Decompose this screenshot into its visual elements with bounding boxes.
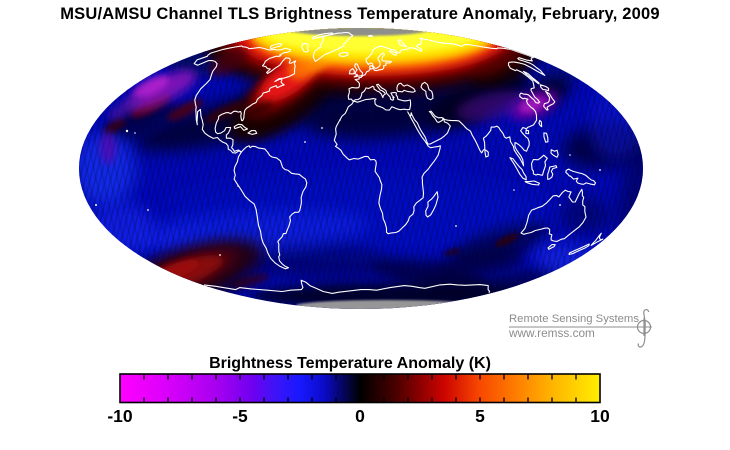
svg-text:10: 10 — [590, 406, 610, 426]
svg-text:-5: -5 — [232, 406, 248, 426]
svg-text:-10: -10 — [107, 406, 133, 426]
svg-text:Brightness Temperature Anomaly: Brightness Temperature Anomaly (K) — [209, 355, 491, 372]
svg-text:0: 0 — [355, 406, 365, 426]
svg-text:Remote Sensing Systems: Remote Sensing Systems — [509, 313, 639, 325]
svg-text:www.remss.com: www.remss.com — [508, 326, 595, 340]
svg-text:5: 5 — [475, 406, 485, 426]
svg-text:MSU/AMSU Channel TLS Brightnes: MSU/AMSU Channel TLS Brightness Temperat… — [60, 5, 660, 23]
